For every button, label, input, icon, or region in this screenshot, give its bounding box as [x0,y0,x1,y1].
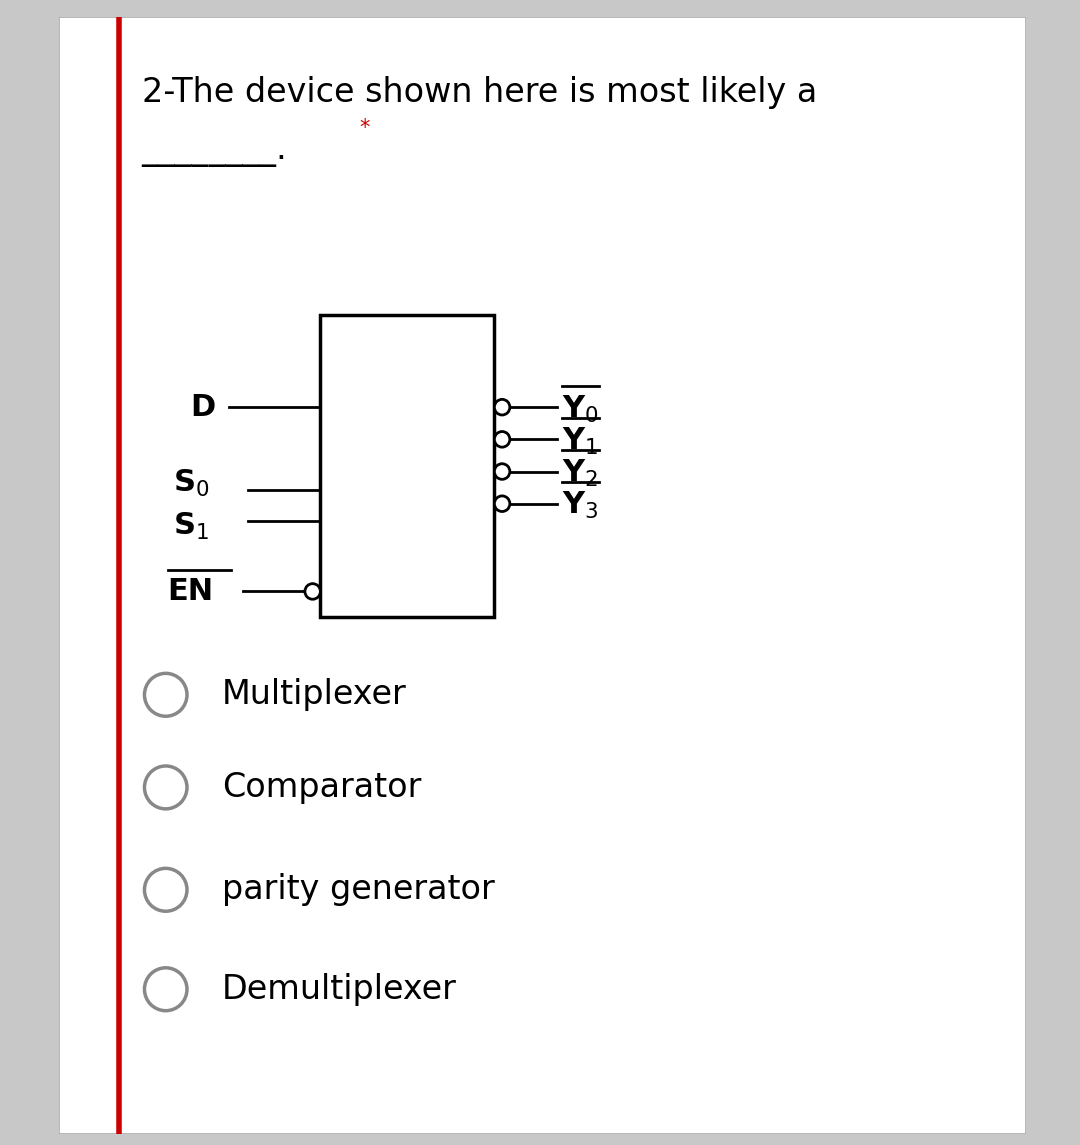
Bar [321,315,495,617]
Text: Multiplexer: Multiplexer [221,678,406,711]
Circle shape [495,400,510,414]
Circle shape [145,868,187,911]
Text: EN: EN [167,577,214,606]
Circle shape [495,496,510,512]
Text: Comparator: Comparator [221,771,421,804]
Text: Y$_0$: Y$_0$ [562,394,599,425]
Text: 2-The device shown here is most likely a: 2-The device shown here is most likely a [141,76,816,109]
Circle shape [145,766,187,808]
Text: D: D [190,393,215,421]
Text: parity generator: parity generator [221,874,495,907]
Text: Demultiplexer: Demultiplexer [221,973,457,1005]
Circle shape [495,464,510,480]
Circle shape [495,432,510,448]
Text: ________.: ________. [141,134,287,167]
Text: Y$_3$: Y$_3$ [562,490,598,521]
Text: *: * [359,118,369,137]
Text: Y$_1$: Y$_1$ [562,426,598,457]
Circle shape [305,584,321,599]
Circle shape [145,968,187,1011]
Text: Y$_2$: Y$_2$ [562,458,598,489]
Text: S$_0$: S$_0$ [174,467,210,499]
Circle shape [145,673,187,717]
Text: S$_1$: S$_1$ [174,511,210,542]
